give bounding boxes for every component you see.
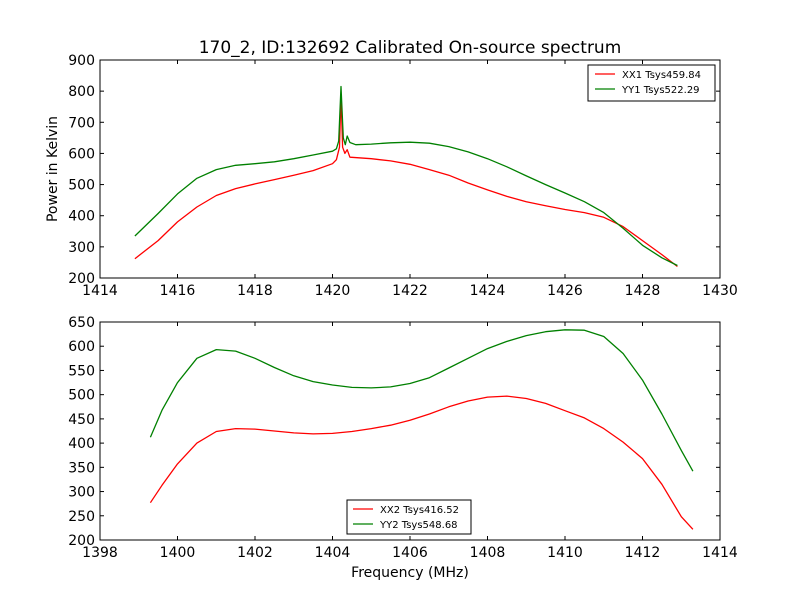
y-tick-label: 350: [68, 460, 95, 476]
y-tick-label: 200: [68, 271, 95, 287]
chart-title: 170_2, ID:132692 Calibrated On-source sp…: [199, 38, 622, 58]
y-tick-label: 550: [68, 363, 95, 379]
x-tick-label: 1426: [547, 283, 583, 299]
bottom-axes: 1398 1400 1402 1404 1406 1408 1410 1412 1414 200 2…: [68, 315, 738, 581]
y-tick-label: 700: [68, 115, 95, 131]
top-legend-box: [587, 64, 716, 102]
legend-label-xx2: XX2 Tsys416.52: [380, 505, 459, 516]
bottom-axes-frame: [99, 321, 721, 541]
bottom-axes-ticks: 1398 1400 1402 1404 1406 1408 1410 1412 1414 200 2…: [68, 315, 738, 561]
y-tick-label: 900: [68, 53, 95, 69]
top-y-axis-label: Power in Kelvin: [45, 116, 61, 222]
y-tick-label: 500: [68, 388, 95, 404]
series-line-yy1: [134, 85, 678, 267]
series-line-yy2: [149, 329, 694, 472]
y-tick-label: 300: [68, 240, 95, 256]
x-tick-label: 1414: [82, 283, 118, 299]
x-axis-label: Frequency (MHz): [351, 565, 469, 581]
x-tick-label: 1414: [702, 545, 738, 561]
y-tick-label: 400: [68, 436, 95, 452]
x-tick-label: 1398: [82, 545, 118, 561]
y-tick-label: 300: [68, 485, 95, 501]
y-tick-label: 450: [68, 412, 95, 428]
y-tick-label: 200: [68, 533, 95, 549]
x-tick-label: 1424: [470, 283, 506, 299]
x-tick-label: 1412: [625, 545, 661, 561]
x-tick-label: 1418: [237, 283, 273, 299]
y-tick-label: 800: [68, 84, 95, 100]
x-tick-label: 1410: [547, 545, 583, 561]
legend-label-yy1: YY1 Tsys522.29: [621, 85, 700, 96]
x-tick-label: 1430: [702, 283, 738, 299]
y-tick-label: 650: [68, 315, 95, 331]
legend-label-xx1: XX1 Tsys459.84: [622, 70, 701, 81]
top-axes-frame: [99, 59, 721, 279]
top-legend: XX1 Tsys459.84 YY1 Tsys522.29: [587, 64, 716, 102]
bottom-axes-series: [149, 329, 694, 530]
bottom-legend-box: [346, 499, 472, 535]
legend-label-yy2: YY2 Tsys548.68: [379, 520, 458, 531]
x-tick-label: 1422: [392, 283, 428, 299]
x-tick-label: 1416: [160, 283, 196, 299]
x-tick-label: 1400: [160, 545, 196, 561]
top-axes: 1414 1416 1418 1420 1422 1424 1426 1428 1430 200 3…: [45, 53, 738, 299]
y-tick-label: 500: [68, 178, 95, 194]
y-tick-label: 250: [68, 509, 95, 525]
top-axes-ticks: 1414 1416 1418 1420 1422 1424 1426 1428 1430 200 3…: [68, 53, 738, 299]
y-tick-label: 400: [68, 209, 95, 225]
x-tick-label: 1408: [470, 545, 506, 561]
x-tick-label: 1402: [237, 545, 273, 561]
y-tick-label: 600: [68, 146, 95, 162]
x-tick-label: 1420: [315, 283, 351, 299]
x-tick-label: 1428: [625, 283, 661, 299]
y-tick-label: 600: [68, 339, 95, 355]
series-line-xx1: [134, 93, 678, 268]
series-line-xx2: [149, 395, 694, 530]
bottom-legend: XX2 Tsys416.52 YY2 Tsys548.68: [346, 499, 472, 535]
x-tick-label: 1406: [392, 545, 428, 561]
top-axes-series: [134, 85, 678, 268]
x-tick-label: 1404: [315, 545, 351, 561]
